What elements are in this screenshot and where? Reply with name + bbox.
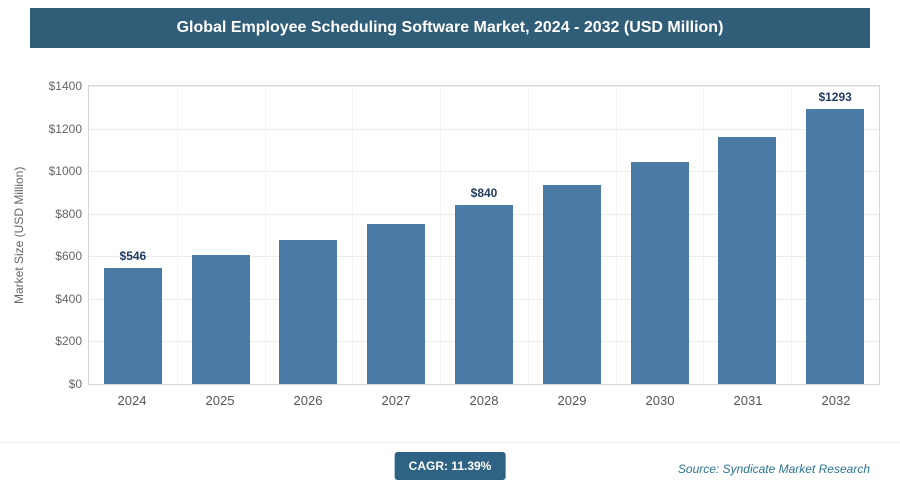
bar-group — [177, 86, 265, 384]
bar-group — [703, 86, 791, 384]
bar-group — [352, 86, 440, 384]
y-tick-label: $600 — [55, 249, 82, 264]
vertical-gridline — [440, 86, 442, 384]
bar-value-label: $546 — [119, 248, 147, 263]
bar — [718, 136, 777, 384]
bar-group: $1293 — [791, 86, 879, 384]
bar-value-label: $1293 — [818, 89, 852, 104]
x-tick-label: 2024 — [117, 393, 147, 408]
gridline — [89, 128, 879, 130]
bar — [103, 267, 162, 384]
vertical-gridline — [703, 86, 705, 384]
y-tick-label: $1000 — [48, 164, 82, 179]
bar — [542, 184, 601, 384]
y-tick-label: $800 — [55, 206, 82, 221]
bars-container: $546 $840 $1293 — [89, 86, 879, 384]
gridline — [89, 86, 879, 87]
x-tick-label: 2026 — [293, 393, 323, 408]
y-tick-label: $0 — [68, 377, 82, 391]
gridline — [89, 171, 879, 173]
chart-header: Global Employee Scheduling Software Mark… — [30, 8, 870, 48]
bar — [630, 162, 689, 384]
plot-area: $546 $840 $1293 $0 $200 $400 $600 $800 $1000 $12… — [49, 79, 880, 391]
bar-group — [265, 86, 353, 384]
vertical-gridline — [176, 86, 178, 384]
y-tick-label: $400 — [55, 291, 82, 306]
vertical-gridline — [264, 86, 266, 384]
bar — [367, 223, 426, 384]
x-tick-label: 2029 — [557, 393, 587, 408]
x-axis-ticks: 2024 2025 2026 2027 2028 2029 2030 2031 2032 — [88, 393, 880, 408]
bar-value-label: $840 — [470, 186, 498, 201]
y-axis-title: Market Size (USD Million) — [12, 166, 26, 304]
x-tick-label: 2032 — [821, 393, 851, 408]
vertical-gridline — [791, 86, 793, 384]
y-tick-label: $1400 — [48, 79, 82, 93]
y-tick-label: $1200 — [48, 121, 82, 136]
x-tick-label: 2027 — [381, 393, 411, 408]
bar-group: $546 — [89, 86, 177, 384]
y-tick-label: $200 — [55, 334, 82, 349]
footer-divider — [0, 442, 900, 443]
bar-group — [528, 86, 616, 384]
chart-title: Global Employee Scheduling Software Mark… — [176, 19, 724, 36]
x-tick-label: 2028 — [469, 393, 499, 408]
bar-group — [616, 86, 704, 384]
cagr-badge: CAGR: 11.39% — [394, 452, 506, 480]
vertical-gridline — [615, 86, 617, 384]
vertical-gridline — [527, 86, 529, 384]
x-tick-label: 2025 — [205, 393, 235, 408]
source-text: Source: Syndicate Market Research — [677, 462, 870, 476]
x-tick-label: 2031 — [733, 393, 763, 408]
bar — [279, 239, 338, 384]
vertical-gridline — [352, 86, 354, 384]
bar-group: $840 — [440, 86, 528, 384]
bar — [806, 108, 865, 384]
bar — [191, 254, 250, 384]
bar — [455, 205, 514, 384]
x-tick-label: 2030 — [645, 393, 675, 408]
